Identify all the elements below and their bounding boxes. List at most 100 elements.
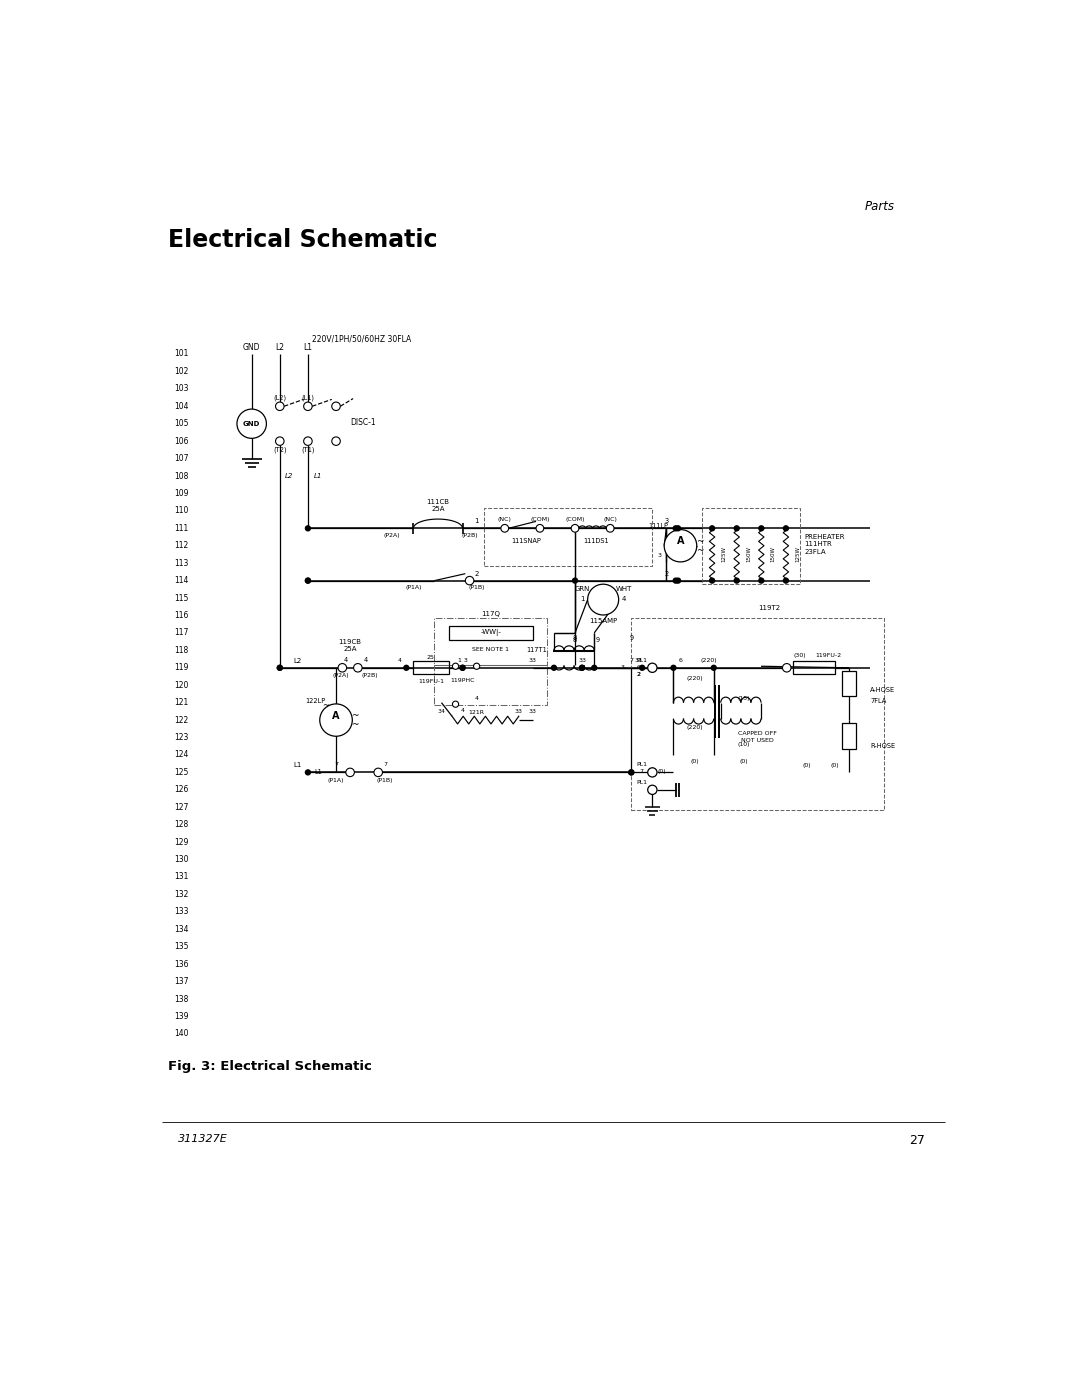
Circle shape [676, 525, 680, 531]
Text: (P1A): (P1A) [328, 778, 345, 782]
Text: 133: 133 [174, 908, 188, 916]
Text: 103: 103 [174, 384, 188, 394]
Text: 111HTR: 111HTR [805, 541, 833, 548]
Circle shape [332, 437, 340, 446]
Circle shape [404, 665, 409, 671]
Text: 34: 34 [437, 710, 445, 714]
Circle shape [629, 770, 634, 775]
Text: 129: 129 [174, 838, 188, 847]
Text: (P1B): (P1B) [377, 778, 393, 782]
Text: ~: ~ [322, 701, 329, 710]
Text: 4: 4 [460, 708, 464, 712]
Circle shape [346, 768, 354, 777]
Circle shape [664, 529, 697, 562]
Text: 125W: 125W [795, 546, 800, 563]
Text: 134: 134 [174, 925, 188, 933]
Text: 2: 2 [474, 571, 478, 577]
Text: 119: 119 [174, 664, 188, 672]
Text: PL1: PL1 [636, 658, 647, 662]
Text: Parts: Parts [864, 200, 894, 212]
Text: L2: L2 [294, 658, 302, 664]
Text: 112: 112 [174, 541, 188, 550]
Bar [842, 724, 856, 749]
Text: SEE NOTE 1: SEE NOTE 1 [472, 647, 509, 652]
Text: L1: L1 [314, 768, 322, 774]
Text: DISC-1: DISC-1 [350, 418, 376, 426]
Text: 121: 121 [174, 698, 188, 707]
Circle shape [275, 402, 284, 411]
Text: 132: 132 [174, 890, 188, 898]
Text: 2: 2 [664, 571, 669, 577]
Bar [448, 626, 532, 640]
Text: 33: 33 [529, 658, 537, 664]
Text: 116: 116 [174, 610, 188, 620]
Text: 126: 126 [174, 785, 188, 795]
Text: 23FLA: 23FLA [805, 549, 826, 555]
Text: CAPPED OFF: CAPPED OFF [739, 731, 778, 736]
Circle shape [237, 409, 267, 439]
Text: (0): (0) [802, 763, 811, 768]
Text: 7: 7 [383, 763, 388, 767]
Text: (15): (15) [738, 696, 750, 701]
Text: 114: 114 [174, 576, 188, 585]
Circle shape [759, 525, 764, 531]
Bar [434, 665, 546, 705]
Circle shape [536, 524, 543, 532]
Circle shape [648, 785, 657, 795]
Text: 110: 110 [174, 506, 188, 515]
Text: (220): (220) [700, 658, 717, 664]
Circle shape [592, 665, 597, 671]
Text: ~: ~ [697, 546, 703, 555]
Circle shape [606, 524, 615, 532]
Text: 115AMP: 115AMP [589, 617, 618, 624]
Text: 33: 33 [578, 658, 586, 664]
Circle shape [676, 578, 680, 583]
Text: Electrical Schematic: Electrical Schematic [167, 229, 437, 253]
Text: 137: 137 [174, 977, 188, 986]
Text: 127: 127 [174, 803, 188, 812]
Text: 119CB: 119CB [339, 638, 362, 645]
Circle shape [552, 665, 556, 671]
Circle shape [320, 704, 352, 736]
Text: GND: GND [243, 342, 260, 352]
Text: 125: 125 [174, 768, 188, 777]
Text: (NC): (NC) [604, 517, 617, 521]
Text: 111DS1: 111DS1 [583, 538, 609, 543]
Circle shape [453, 701, 459, 707]
Text: 119T2: 119T2 [758, 605, 780, 610]
Text: 1: 1 [580, 595, 584, 602]
Bar [842, 671, 856, 696]
Text: 123: 123 [174, 733, 188, 742]
Text: 117Q: 117Q [482, 612, 500, 617]
Text: PL1: PL1 [636, 763, 647, 767]
Text: 104: 104 [174, 402, 188, 411]
Text: (COM): (COM) [565, 517, 584, 521]
Text: 33: 33 [634, 658, 643, 664]
Circle shape [580, 665, 584, 671]
Text: 6: 6 [636, 665, 640, 669]
Text: 27: 27 [909, 1134, 926, 1147]
Text: (0): (0) [658, 770, 666, 774]
Circle shape [338, 664, 347, 672]
Text: (T2): (T2) [273, 447, 286, 453]
Circle shape [303, 437, 312, 446]
Text: 33: 33 [515, 710, 523, 714]
Circle shape [648, 664, 657, 672]
Text: 150W: 150W [746, 546, 751, 563]
Text: L1: L1 [303, 342, 312, 352]
Text: 8: 8 [572, 637, 577, 643]
Text: 2: 2 [636, 672, 640, 678]
Text: (L2): (L2) [273, 394, 286, 401]
Bar [434, 617, 546, 665]
Text: PREHEATER: PREHEATER [805, 534, 846, 539]
Circle shape [303, 402, 312, 411]
Circle shape [710, 525, 715, 531]
Text: 124: 124 [174, 750, 188, 760]
Text: -WW|-: -WW|- [481, 630, 501, 637]
Text: A: A [333, 711, 340, 721]
Text: 118: 118 [174, 645, 188, 655]
Text: 119FU-1: 119FU-1 [418, 679, 444, 685]
Text: 117: 117 [174, 629, 188, 637]
Circle shape [278, 665, 282, 671]
Circle shape [571, 524, 579, 532]
